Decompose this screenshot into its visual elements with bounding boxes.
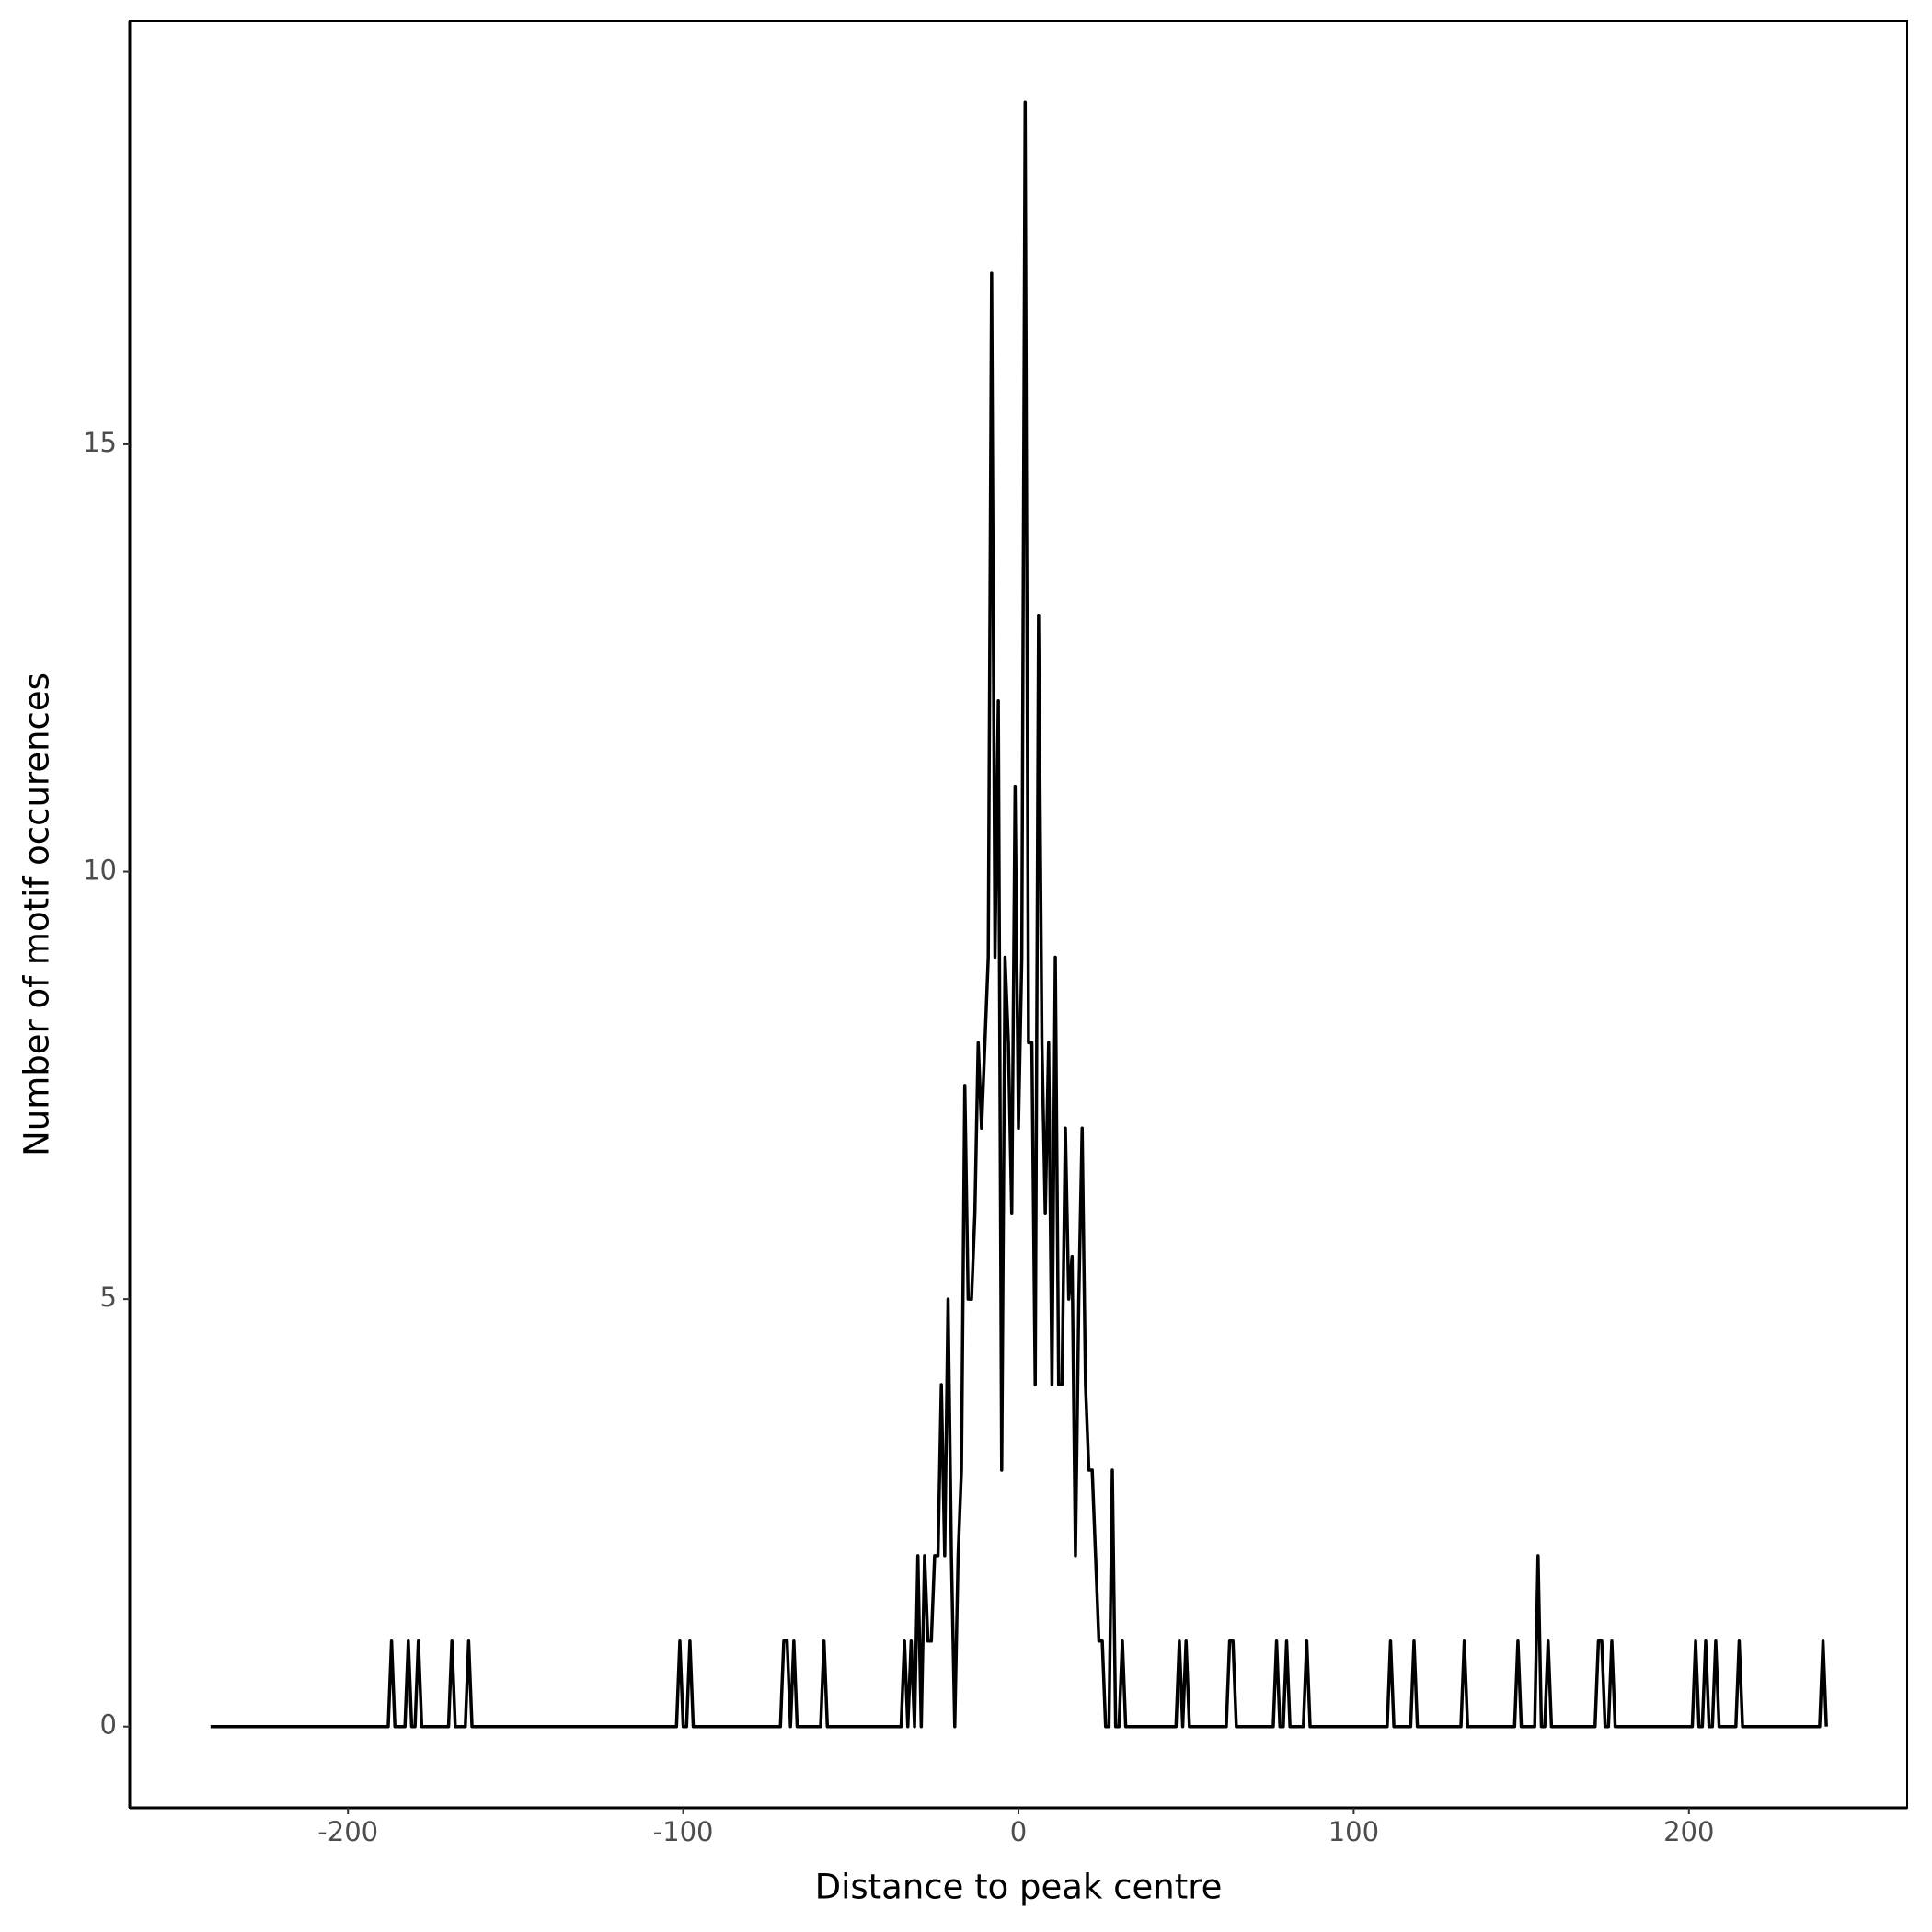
x-tick-label: 0 — [1010, 1816, 1027, 1847]
plot-frame — [129, 20, 1908, 1809]
y-tick-label: 10 — [83, 855, 117, 886]
x-tick-label: -100 — [653, 1816, 714, 1847]
y-tick-label: 15 — [83, 427, 117, 458]
y-axis-title: Number of motif occurences — [17, 673, 57, 1156]
x-tick-label: -200 — [317, 1816, 378, 1847]
x-tick-label: 100 — [1328, 1816, 1379, 1847]
x-tick-label: 200 — [1663, 1816, 1714, 1847]
data-line — [210, 100, 1828, 1729]
y-tick-label: 5 — [100, 1282, 117, 1313]
x-axis-title: Distance to peak centre — [815, 1868, 1223, 1907]
y-tick-label: 0 — [100, 1709, 117, 1741]
